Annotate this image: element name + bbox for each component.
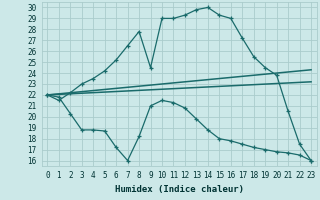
X-axis label: Humidex (Indice chaleur): Humidex (Indice chaleur)	[115, 185, 244, 194]
